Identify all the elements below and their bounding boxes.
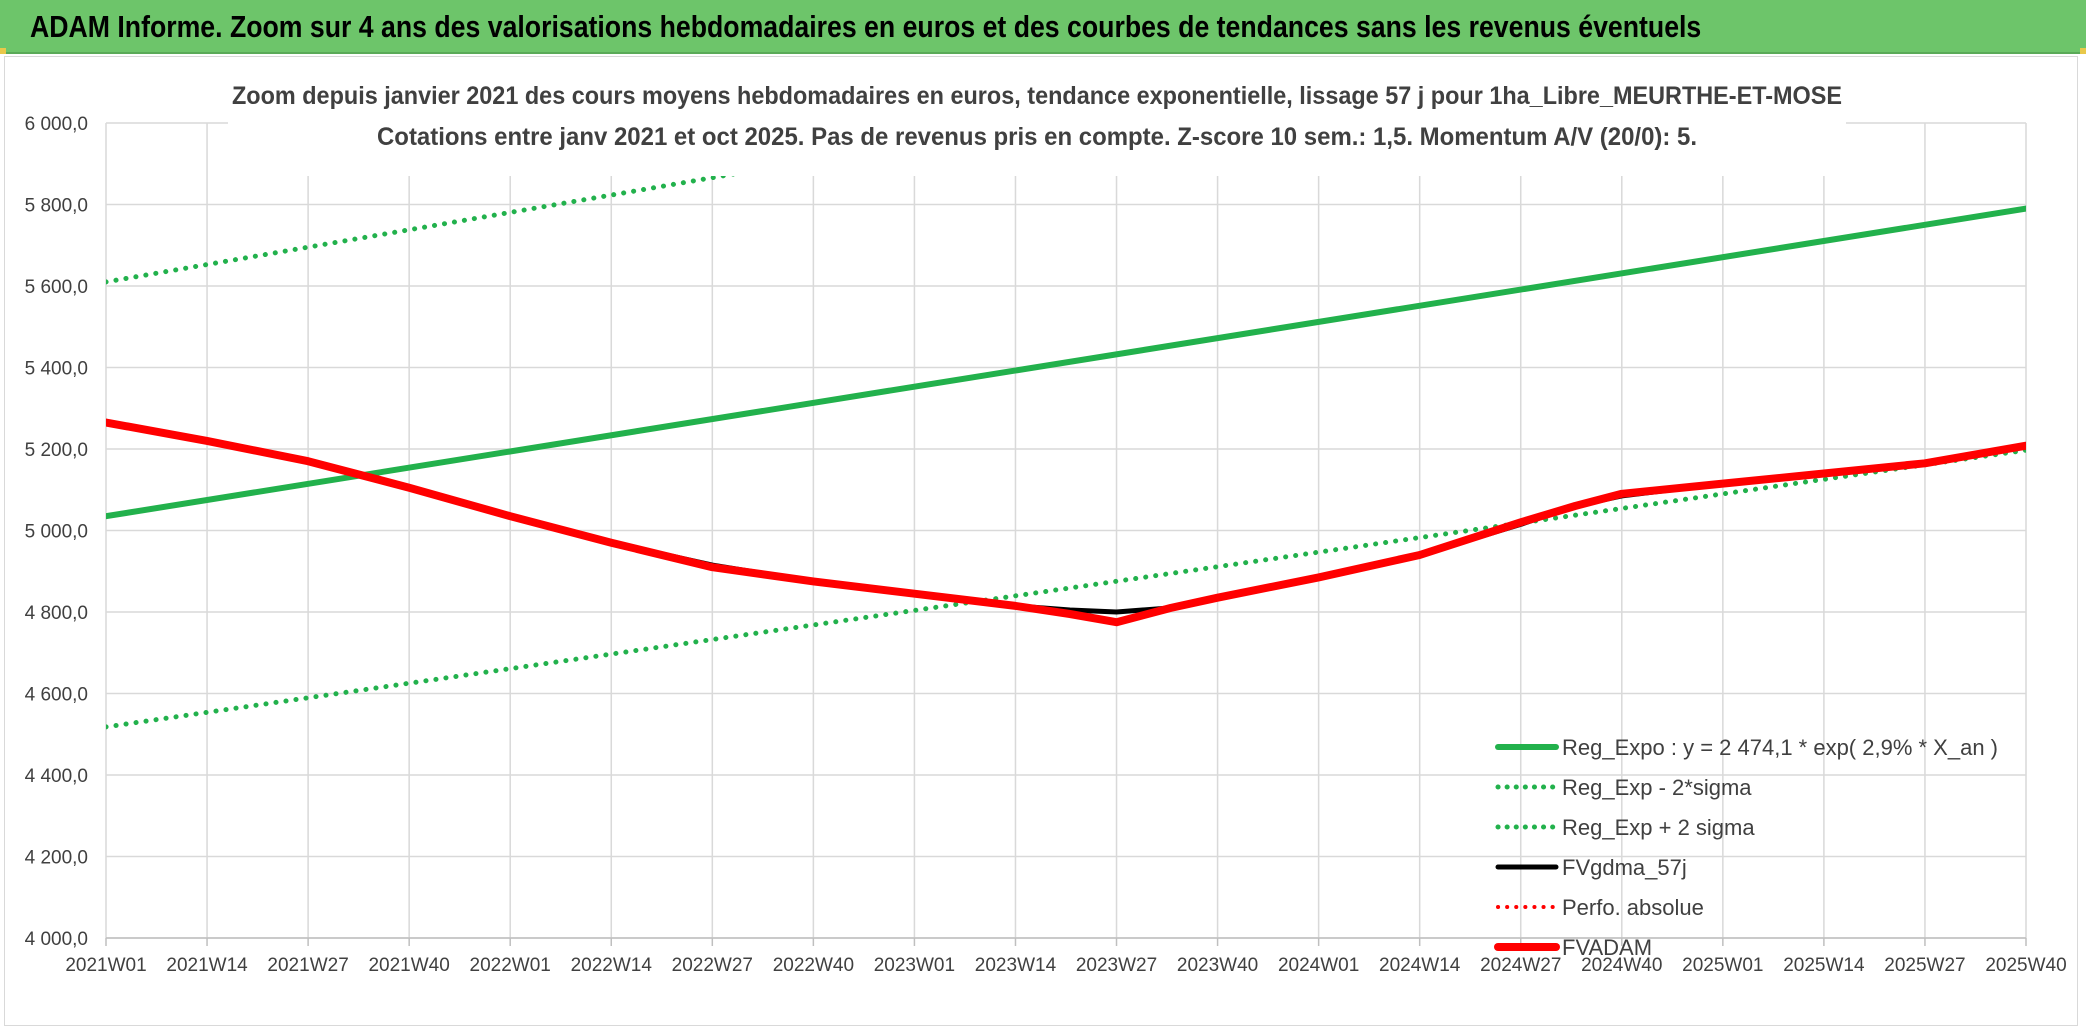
x-tick-label: 2023W27 (1076, 955, 1157, 976)
corner-marker (2080, 48, 2086, 54)
legend-label-reg-expo: Reg_Expo : y = 2 474,1 * exp( 2,9% * X_a… (1562, 735, 1998, 760)
y-tick-label: 5 400,0 (25, 359, 88, 380)
x-tick-label: 2021W01 (65, 955, 146, 976)
x-tick-label: 2023W14 (975, 955, 1057, 976)
legend-label-fvgdma: FVgdma_57j (1562, 855, 1687, 880)
x-tick-label: 2025W27 (1884, 955, 1965, 976)
y-tick-label: 5 600,0 (25, 277, 88, 298)
y-tick-label: 4 000,0 (25, 929, 88, 950)
x-tick-label: 2023W01 (874, 955, 955, 976)
y-tick-label: 6 000,0 (25, 114, 88, 135)
y-tick-label: 5 200,0 (25, 440, 88, 461)
x-tick-label: 2024W27 (1480, 955, 1561, 976)
reg-expo-line (106, 205, 2026, 520)
y-tick-label: 4 400,0 (25, 766, 88, 787)
legend-label-sigma-minus: Reg_Exp - 2*sigma (1562, 775, 1752, 800)
x-tick-label: 2021W14 (166, 955, 248, 976)
x-tick-label: 2024W01 (1278, 955, 1359, 976)
x-tick-label: 2021W27 (267, 955, 348, 976)
legend-label-fvadam: FVADAM (1562, 935, 1652, 960)
y-tick-label: 5 800,0 (25, 196, 88, 217)
chart-title: Zoom depuis janvier 2021 des cours moyen… (232, 82, 1842, 110)
y-tick-label: 4 800,0 (25, 603, 88, 624)
x-tick-label: 2022W40 (773, 955, 854, 976)
fvadam-line (106, 418, 2026, 627)
legend-label-sigma-plus: Reg_Exp + 2 sigma (1562, 815, 1755, 840)
y-tick-label: 5 000,0 (25, 522, 88, 543)
title-backdrop (228, 66, 1846, 176)
page-title: ADAM Informe. Zoom sur 4 ans des valoris… (30, 9, 1702, 44)
sigma-plus-line (106, 123, 1046, 285)
x-tick-label: 2025W40 (1985, 955, 2066, 976)
x-tick-label: 2022W27 (672, 955, 753, 976)
y-tick-label: 4 200,0 (25, 848, 88, 869)
x-tick-label: 2025W14 (1783, 955, 1865, 976)
chart-subtitle: Cotations entre janv 2021 et oct 2025. P… (377, 123, 1697, 151)
header-banner: ADAM Informe. Zoom sur 4 ans des valoris… (0, 0, 2086, 54)
y-tick-label: 4 600,0 (25, 685, 88, 706)
sigma-minus-line (106, 447, 2026, 730)
x-tick-label: 2023W40 (1177, 955, 1258, 976)
fvgdma-line (106, 420, 2026, 615)
x-tick-label: 2021W40 (368, 955, 449, 976)
x-tick-label: 2025W01 (1682, 955, 1763, 976)
chart-frame (4, 56, 2078, 1026)
chart-area: Zoom depuis janvier 2021 des cours moyen… (0, 54, 2086, 1031)
x-tick-label: 2022W14 (571, 955, 653, 976)
legend-label-perfo-absolue: Perfo. absolue (1562, 895, 1704, 920)
x-tick-label: 2024W14 (1379, 955, 1461, 976)
corner-marker (0, 48, 6, 54)
line-chart: Zoom depuis janvier 2021 des cours moyen… (25, 66, 2067, 976)
x-tick-label: 2024W40 (1581, 955, 1662, 976)
x-tick-label: 2022W01 (470, 955, 551, 976)
